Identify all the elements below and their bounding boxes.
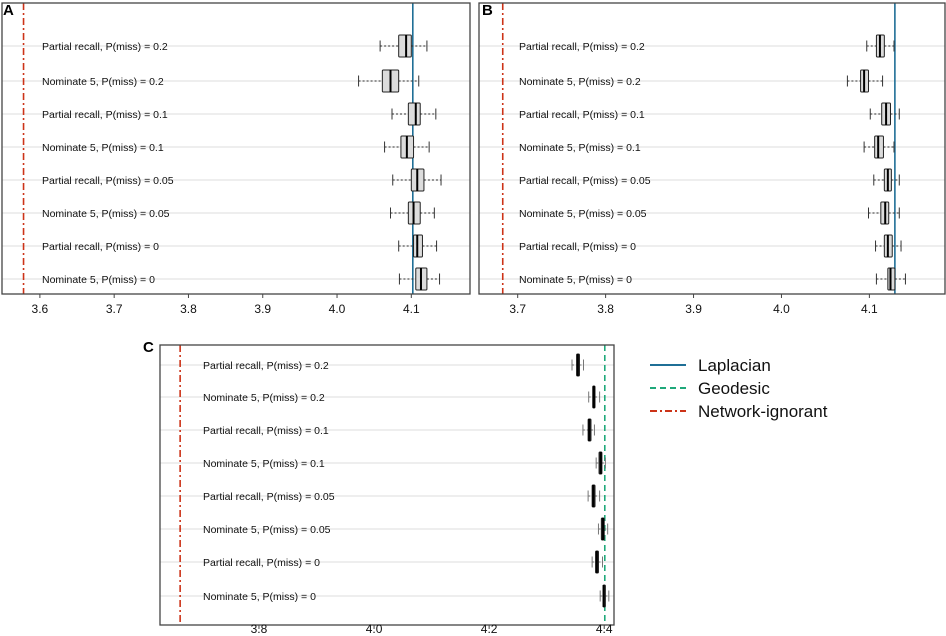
box-1: [846, 69, 884, 93]
panel-b: B Partial recall, P(miss) = 0.2 Nominate 5…: [478, 2, 946, 316]
box-7: [599, 584, 610, 608]
box-5: [597, 517, 609, 541]
box-2: [582, 418, 595, 442]
box-0: [866, 34, 895, 58]
x-tick-label: 3.7: [106, 302, 123, 316]
row-label: Partial recall, P(miss) = 0.1: [42, 109, 168, 121]
row-label: Nominate 5, P(miss) = 0: [519, 274, 632, 286]
box-3: [595, 451, 606, 475]
row-label: Partial recall, P(miss) = 0: [519, 241, 636, 253]
row-label: Nominate 5, P(miss) = 0.2: [519, 76, 641, 88]
x-tick-label: 3.8: [180, 302, 197, 316]
row-label: Nominate 5, P(miss) = 0.2: [42, 76, 164, 88]
box-0: [571, 353, 585, 377]
panel-a: A Partial recall, P(miss) = 0.2 Nominate 5…: [1, 2, 471, 316]
legend-label: Network-ignorant: [698, 402, 828, 421]
box-7: [398, 267, 441, 291]
box-0: [379, 34, 428, 58]
plot-frame: [1, 2, 471, 295]
box-3: [863, 135, 895, 159]
box-5: [868, 201, 900, 225]
box-iqr: [398, 34, 412, 58]
row-label: Partial recall, P(miss) = 0: [203, 557, 320, 569]
box-4: [587, 484, 601, 508]
row-label: Partial recall, P(miss) = 0.05: [203, 491, 335, 503]
row-label: Nominate 5, P(miss) = 0.1: [42, 142, 164, 154]
x-tick-label: 4.2: [481, 622, 498, 636]
row-label: Partial recall, P(miss) = 0.05: [519, 175, 651, 187]
panel-letter: A: [3, 2, 14, 19]
plot-frame: [159, 344, 615, 626]
x-tick-label: 4.1: [403, 302, 420, 316]
panel-letter: B: [482, 2, 493, 19]
box-7: [875, 267, 906, 291]
legend-label: Laplacian: [698, 356, 771, 375]
row-label: Nominate 5, P(miss) = 0.2: [203, 392, 325, 404]
row-label: Partial recall, P(miss) = 0.2: [42, 41, 168, 53]
panel-c: C Partial recall, P(miss) = 0.2 Nominate 5…: [143, 339, 615, 636]
row-label: Partial recall, P(miss) = 0.05: [42, 175, 174, 187]
box-3: [384, 135, 430, 159]
row-label: Partial recall, P(miss) = 0.1: [203, 425, 329, 437]
x-tick-label: 3.9: [685, 302, 702, 316]
row-label: Nominate 5, P(miss) = 0.1: [203, 458, 325, 470]
row-label: Nominate 5, P(miss) = 0.05: [519, 208, 647, 220]
box-4: [392, 168, 442, 192]
x-tick-label: 4.0: [366, 622, 383, 636]
box-4: [873, 168, 900, 192]
legend-label: Geodesic: [698, 379, 770, 398]
x-tick-label: 4.0: [329, 302, 346, 316]
x-tick-label: 3.9: [254, 302, 271, 316]
row-label: Partial recall, P(miss) = 0.1: [519, 109, 645, 121]
row-label: Partial recall, P(miss) = 0.2: [203, 360, 329, 372]
row-label: Nominate 5, P(miss) = 0.05: [42, 208, 170, 220]
box-6: [591, 550, 603, 574]
box-2: [391, 102, 437, 126]
row-label: Partial recall, P(miss) = 0.2: [519, 41, 645, 53]
row-label: Nominate 5, P(miss) = 0.05: [203, 524, 331, 536]
x-tick-label: 3.8: [251, 622, 268, 636]
x-tick-label: 4.1: [861, 302, 878, 316]
x-tick-label: 4.4: [596, 622, 613, 636]
x-tick-label: 3.7: [509, 302, 526, 316]
box-6: [875, 234, 902, 258]
x-tick-label: 3.8: [597, 302, 614, 316]
plot-frame: [478, 2, 946, 295]
legend: Laplacian Geodesic Network-ignorant: [650, 356, 828, 421]
row-label: Nominate 5, P(miss) = 0: [42, 274, 155, 286]
box-1: [358, 69, 420, 93]
x-tick-label: 3.6: [32, 302, 49, 316]
box-1: [588, 385, 601, 409]
box-6: [398, 234, 438, 258]
row-label: Nominate 5, P(miss) = 0: [203, 591, 316, 603]
row-label: Nominate 5, P(miss) = 0.1: [519, 142, 641, 154]
x-tick-label: 4.0: [773, 302, 790, 316]
box-iqr: [407, 102, 421, 126]
box-5: [390, 201, 435, 225]
row-label: Partial recall, P(miss) = 0: [42, 241, 159, 253]
box-2: [869, 102, 900, 126]
panel-letter: C: [143, 339, 154, 356]
